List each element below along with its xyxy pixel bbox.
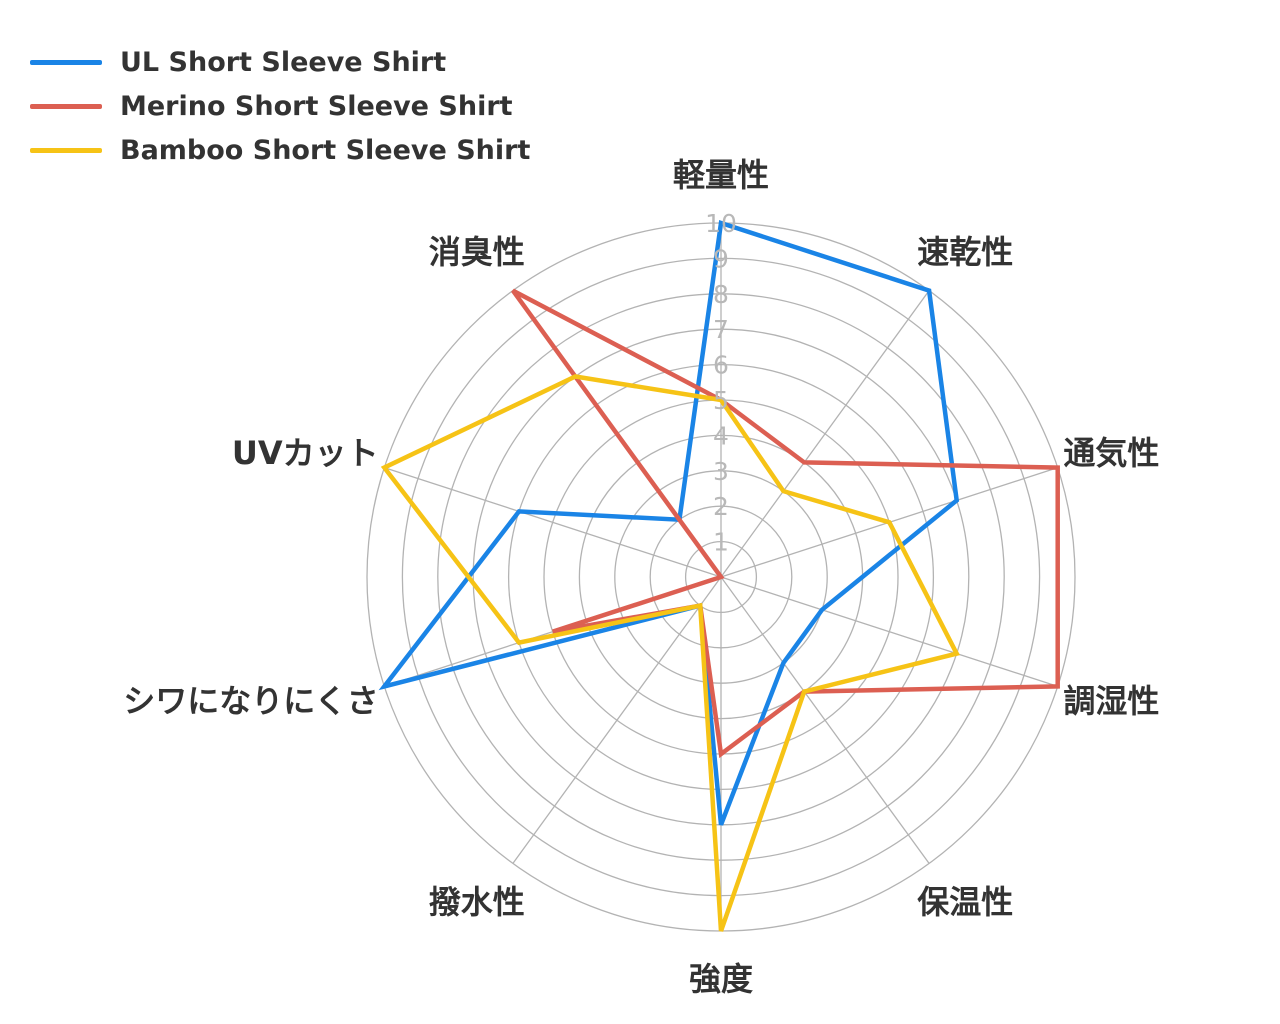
- axis-label: シワになりにくさ: [123, 682, 378, 720]
- axis-label: 速乾性: [917, 233, 1013, 271]
- axis-label: 調湿性: [1063, 682, 1159, 720]
- series-line: [378, 220, 960, 826]
- axis-label: UVカット: [232, 434, 379, 472]
- series-line: [511, 288, 1060, 759]
- legend-label: Merino Short Sleeve Shirt: [120, 90, 513, 122]
- tick-label: 8: [713, 280, 729, 309]
- legend-item: Bamboo Short Sleeve Shirt: [30, 128, 530, 172]
- axis-label: 強度: [689, 960, 753, 998]
- grid-spoke: [720, 290, 930, 578]
- grid-spoke: [720, 576, 1058, 688]
- legend: UL Short Sleeve Shirt Merino Short Sleev…: [30, 40, 530, 172]
- tick-label: 1: [713, 528, 729, 557]
- tick-label: 3: [713, 457, 729, 486]
- legend-label: UL Short Sleeve Shirt: [120, 46, 447, 78]
- legend-swatch: [30, 59, 102, 65]
- grid-spoke: [512, 576, 722, 864]
- radar-ticks: 1 2 3 4 5 6 7 8 9 10: [705, 209, 737, 557]
- axis-label: 消臭性: [429, 233, 525, 271]
- axis-label: 撥水性: [429, 883, 525, 921]
- tick-label: 2: [713, 492, 729, 521]
- tick-label: 10: [705, 209, 737, 238]
- legend-item: UL Short Sleeve Shirt: [30, 40, 530, 84]
- tick-label: 7: [713, 315, 729, 344]
- tick-label: 6: [713, 351, 729, 380]
- grid-spoke: [720, 576, 930, 864]
- axis-label: 保温性: [917, 883, 1013, 921]
- legend-swatch: [30, 147, 102, 153]
- tick-label: 9: [713, 244, 729, 273]
- series-line: [380, 374, 960, 932]
- axis-label: 通気性: [1063, 434, 1159, 472]
- legend-item: Merino Short Sleeve Shirt: [30, 84, 530, 128]
- axis-label: 軽量性: [673, 156, 769, 194]
- radar-series: [378, 220, 1060, 932]
- legend-label: Bamboo Short Sleeve Shirt: [120, 134, 531, 166]
- tick-label: 4: [713, 421, 729, 450]
- legend-swatch: [30, 103, 102, 109]
- tick-label: 5: [713, 386, 729, 415]
- grid-spoke: [384, 466, 722, 578]
